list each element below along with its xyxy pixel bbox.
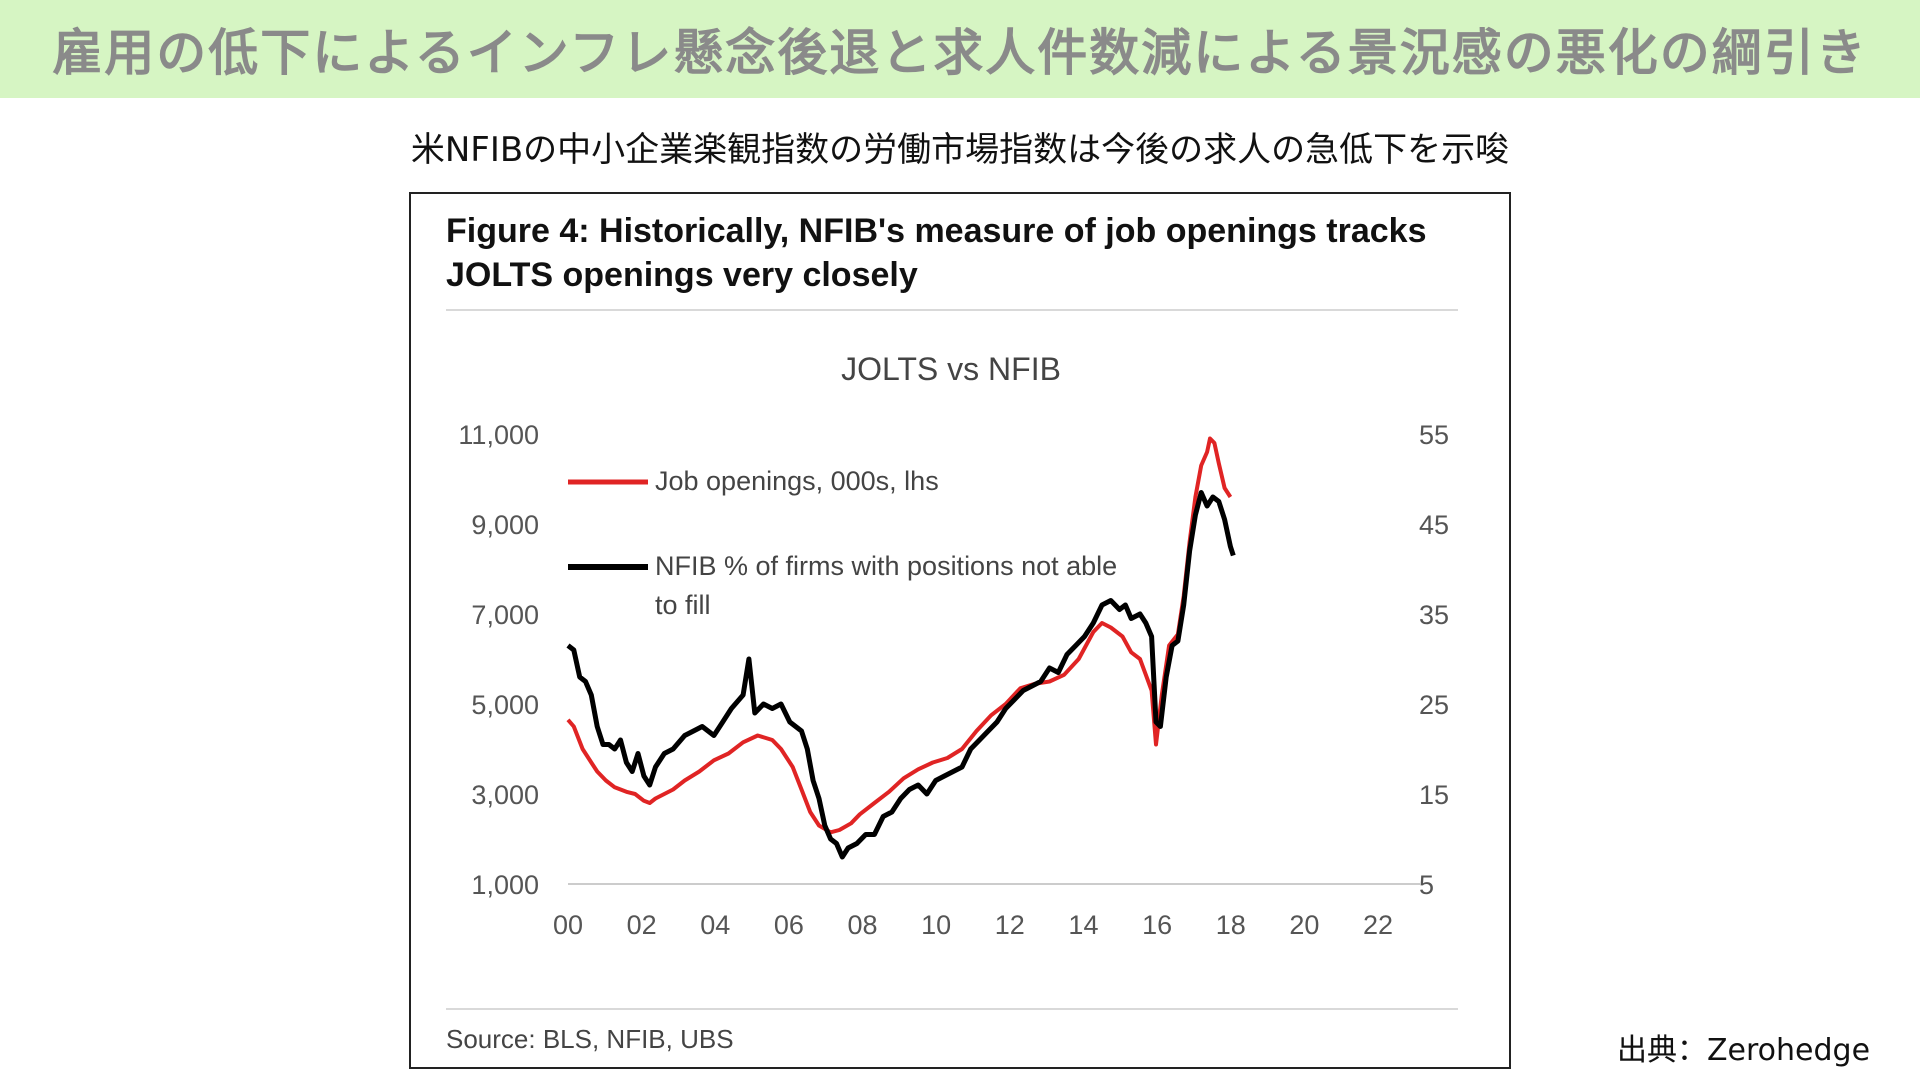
x-tick-label: 00 xyxy=(553,910,583,940)
x-tick-label: 12 xyxy=(995,910,1025,940)
y-right-tick-label: 35 xyxy=(1419,600,1449,630)
source-rule xyxy=(446,1008,1458,1010)
chart-canvas: JOLTS vs NFIB 11,000 9,000 7,000 5,000 3,000 1… xyxy=(458,351,1449,940)
x-tick-label: 18 xyxy=(1216,910,1246,940)
x-tick-label: 16 xyxy=(1142,910,1172,940)
banner-title: 雇用の低下によるインフレ懸念後退と求人件数減による景況感の悪化の綱引き xyxy=(52,24,1868,82)
legend-label-nfib-line1: NFIB % of firms with positions not able xyxy=(655,551,1117,581)
series-line-nfib xyxy=(566,490,1236,860)
y-left-tick-label: 5,000 xyxy=(471,690,539,720)
y-left-tick-label: 11,000 xyxy=(458,420,539,450)
y-left-tick-label: 7,000 xyxy=(471,600,539,630)
y-right-tick-label: 15 xyxy=(1419,780,1449,810)
y-left-tick-label: 9,000 xyxy=(471,510,539,540)
y-left-tick-label: 3,000 xyxy=(471,780,539,810)
y-right-tick-label: 55 xyxy=(1419,420,1449,450)
legend-label-nfib-line2: to fill xyxy=(655,590,711,620)
source-credit: 出典：Zerohedge xyxy=(1617,1033,1871,1068)
x-tick-label: 08 xyxy=(848,910,878,940)
figure-source: Source: BLS, NFIB, UBS xyxy=(446,1024,734,1054)
title-banner: 雇用の低下によるインフレ懸念後退と求人件数減による景況感の悪化の綱引き xyxy=(0,0,1920,98)
figure-title-line2: JOLTS openings very closely xyxy=(446,256,918,294)
figure-title: Figure 4: Historically, NFIB's measure o… xyxy=(446,209,1486,297)
series-line-jolts xyxy=(566,436,1233,835)
slide-subtitle: 米NFIBの中小企業楽観指数の労働市場指数は今後の求人の急低下を示唆 xyxy=(410,130,1510,170)
chart-title: JOLTS vs NFIB xyxy=(841,351,1061,387)
x-tick-label: 14 xyxy=(1068,910,1098,940)
x-tick-label: 04 xyxy=(700,910,730,940)
figure-panel: Figure 4: Historically, NFIB's measure o… xyxy=(409,192,1511,1069)
y-right-tick-label: 45 xyxy=(1419,510,1449,540)
figure-title-line1: Figure 4: Historically, NFIB's measure o… xyxy=(446,212,1427,250)
y-right-tick-label: 5 xyxy=(1419,870,1434,900)
x-tick-label: 10 xyxy=(921,910,951,940)
y-left-tick-label: 1,000 xyxy=(471,870,539,900)
y-right-tick-label: 25 xyxy=(1419,690,1449,720)
x-tick-label: 06 xyxy=(774,910,804,940)
x-tick-label: 22 xyxy=(1363,910,1393,940)
title-rule xyxy=(446,309,1458,311)
x-tick-label: 20 xyxy=(1289,910,1319,940)
legend-label-jolts: Job openings, 000s, lhs xyxy=(655,466,939,496)
x-tick-label: 02 xyxy=(627,910,657,940)
